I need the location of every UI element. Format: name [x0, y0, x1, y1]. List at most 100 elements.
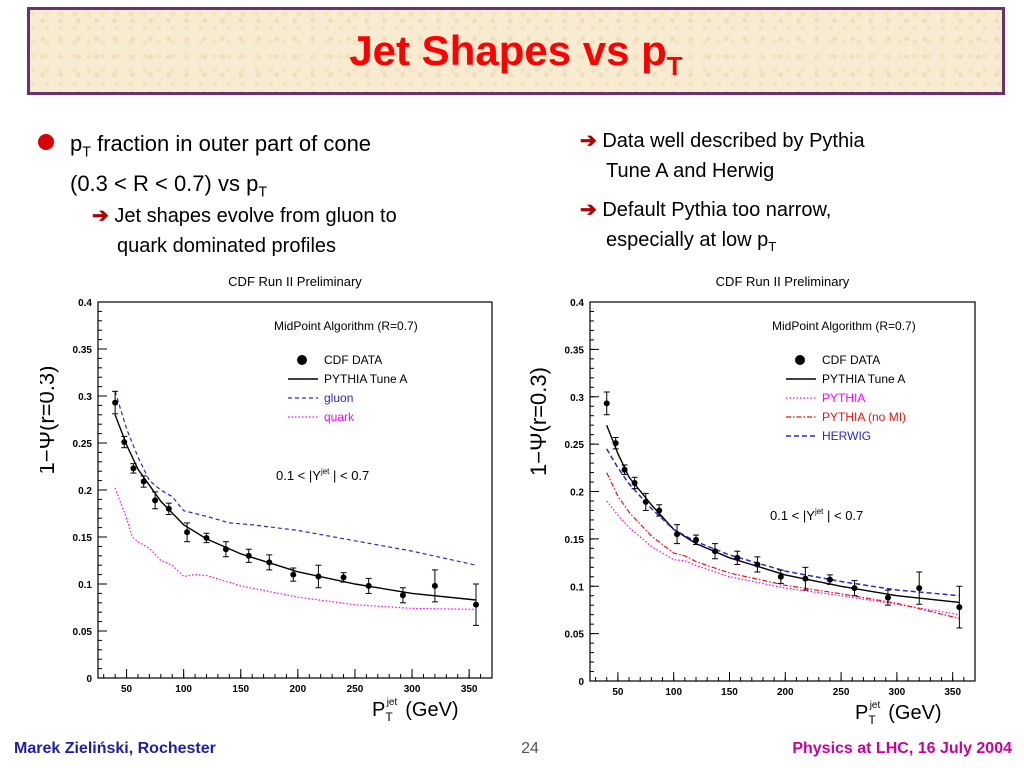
data-point [399, 592, 406, 599]
series-line-quark [114, 487, 477, 610]
y-tick-label: 0.2 [78, 486, 92, 497]
main-bullet-text: pT fraction in outer part of cone (0.3 <… [70, 131, 372, 201]
legend-label: PYTHIA Tune A [324, 372, 407, 386]
data-point [777, 573, 784, 580]
legend-label: PYTHIA [822, 391, 865, 405]
legend-label: PYTHIA (no MI) [822, 410, 906, 424]
legend-label: gluon [324, 391, 353, 405]
y-tick-label: 0.2 [570, 488, 584, 499]
y-axis-label: 1−Ψ(r=0.3) [530, 367, 551, 476]
legend-label: CDF DATA [324, 353, 382, 367]
algorithm-label: MidPoint Algorithm (R=0.7) [772, 319, 916, 333]
x-tick-label: 350 [461, 684, 478, 695]
arrow-icon: ➔ [580, 130, 597, 152]
data-point [754, 561, 761, 568]
data-point [245, 552, 252, 559]
data-point [642, 498, 649, 505]
y-tick-label: 0.4 [570, 298, 584, 309]
y-tick-label: 0.15 [565, 535, 585, 546]
data-point [290, 571, 297, 578]
plot-frame [589, 301, 976, 682]
sub-bullet-text: ➔ Jet shapes evolve from gluon to quark … [92, 205, 397, 257]
data-point [734, 554, 741, 561]
footer-event: Physics at LHC, 16 July 2004 [792, 740, 1012, 757]
data-point [621, 466, 628, 473]
y-axis-label: 1−Ψ(r=0.3) [40, 366, 59, 475]
data-point [473, 601, 480, 608]
x-tick-label: 250 [347, 684, 364, 695]
x-tick-label: 150 [721, 687, 738, 698]
data-point [956, 604, 963, 611]
slide-title: Jet Shapes vs pT [349, 27, 683, 81]
y-tick-label: 0.1 [78, 580, 92, 591]
chart-title: CDF Run II Preliminary [228, 274, 362, 289]
data-point [802, 575, 809, 582]
footer-author: Marek Zieliński, Rochester [14, 740, 216, 757]
y-tick-label: 0.35 [73, 345, 93, 356]
data-point [884, 594, 891, 601]
data-point [693, 536, 700, 543]
data-point [431, 582, 438, 589]
data-point [165, 505, 172, 512]
chart-title: CDF Run II Preliminary [716, 274, 850, 289]
x-tick-label: 100 [175, 684, 192, 695]
data-point [184, 529, 191, 536]
left-chart: CDF Run II Preliminary 0 0.05 0.1 0.15 0.2 0.2… [40, 274, 493, 724]
y-tick-label: 0 [86, 674, 92, 685]
bullet-dot [38, 134, 54, 150]
data-point [130, 465, 137, 472]
data-point [121, 439, 128, 446]
series-line-pythia-no-mi [606, 472, 960, 620]
data-point [916, 585, 923, 592]
legend-marker [297, 355, 307, 365]
data-point [152, 497, 159, 504]
right-chart: CDF Run II Preliminary 0 0.05 0.1 0.15 0.2 0.2… [530, 274, 976, 727]
algorithm-label: MidPoint Algorithm (R=0.7) [274, 319, 418, 333]
arrow-icon: ➔ [92, 205, 109, 227]
data-point [674, 531, 681, 538]
x-tick-label: 350 [944, 687, 961, 698]
y-tick-label: 0.25 [565, 440, 585, 451]
series-line-pythia [606, 500, 960, 616]
data-point [631, 479, 638, 486]
y-tick-label: 0.3 [570, 393, 584, 404]
arrow-icon: ➔ [580, 199, 597, 221]
footer-page-number: 24 [521, 740, 539, 757]
x-tick-label: 300 [889, 687, 906, 698]
data-point [222, 546, 229, 553]
data-point [365, 582, 372, 589]
legend-label: quark [324, 410, 355, 424]
y-tick-label: 0.1 [570, 582, 584, 593]
y-tick-label: 0.4 [78, 298, 92, 309]
data-point [266, 559, 273, 566]
x-axis-label: PTjet (GeV) [855, 700, 942, 727]
y-tick-label: 0.3 [78, 392, 92, 403]
legend-label: PYTHIA Tune A [822, 372, 905, 386]
x-tick-label: 150 [232, 684, 249, 695]
x-tick-label: 50 [121, 684, 133, 695]
rapidity-cut-label: 0.1 < |Yjet | < 0.7 [276, 467, 369, 483]
y-tick-label: 0 [578, 677, 584, 688]
x-tick-label: 250 [833, 687, 850, 698]
data-point [656, 507, 663, 514]
data-point [140, 478, 147, 485]
x-axis-label: PTjet (GeV) [372, 697, 459, 724]
legend-label: CDF DATA [822, 353, 880, 367]
y-tick-label: 0.15 [73, 533, 93, 544]
data-point [612, 440, 619, 447]
title-banner: Jet Shapes vs pT [27, 7, 1005, 95]
y-tick-label: 0.35 [565, 345, 585, 356]
x-tick-label: 200 [777, 687, 794, 698]
plot-frame [97, 301, 493, 679]
x-tick-label: 50 [612, 687, 624, 698]
x-tick-label: 100 [665, 687, 682, 698]
y-tick-label: 0.05 [565, 630, 585, 641]
legend-label: HERWIG [822, 429, 871, 443]
legend-marker [795, 355, 805, 365]
data-point [711, 548, 718, 555]
data-point [603, 400, 610, 407]
data-point [826, 576, 833, 583]
y-tick-label: 0.25 [73, 439, 93, 450]
data-point [203, 534, 210, 541]
data-point [112, 399, 119, 406]
